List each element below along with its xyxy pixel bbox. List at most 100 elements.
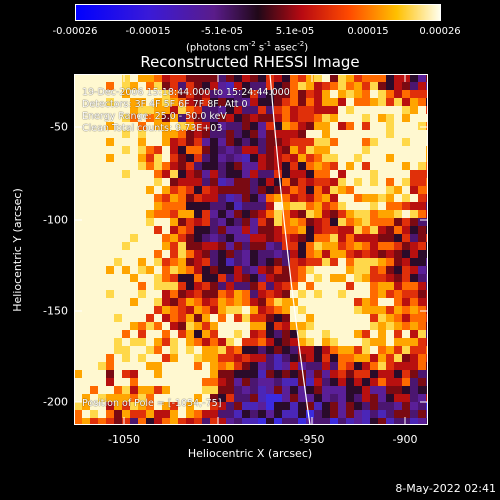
map-cell [170, 194, 178, 202]
map-cell [106, 338, 114, 346]
map-cell [178, 330, 186, 338]
map-cell [322, 418, 330, 425]
map-cell [274, 266, 282, 274]
map-cell [378, 290, 386, 298]
map-cell [306, 146, 314, 154]
map-cell [258, 282, 266, 290]
map-cell [298, 418, 306, 425]
map-cell [362, 274, 370, 282]
map-cell [162, 90, 170, 98]
map-cell [162, 362, 170, 370]
map-cell [274, 106, 282, 114]
map-cell [226, 290, 234, 298]
map-cell [226, 274, 234, 282]
map-cell [218, 370, 226, 378]
map-cell [306, 138, 314, 146]
map-cell [170, 250, 178, 258]
map-cell [114, 346, 122, 354]
map-cell [162, 130, 170, 138]
map-cell [314, 266, 322, 274]
map-cell [370, 82, 378, 90]
map-cell [402, 98, 410, 106]
map-cell [122, 90, 130, 98]
map-cell [234, 266, 242, 274]
map-cell [82, 90, 90, 98]
map-cell [402, 226, 410, 234]
map-cell [362, 258, 370, 266]
map-cell [122, 330, 130, 338]
map-cell [322, 306, 330, 314]
map-cell [314, 210, 322, 218]
map-cell [186, 130, 194, 138]
map-cell [298, 322, 306, 330]
map-cell [130, 210, 138, 218]
map-cell [346, 410, 354, 418]
map-cell [218, 266, 226, 274]
map-cell [290, 122, 298, 130]
map-cell [210, 362, 218, 370]
map-cell [298, 290, 306, 298]
map-cell [154, 130, 162, 138]
map-cell [162, 114, 170, 122]
map-cell [410, 378, 418, 386]
map-cell [82, 370, 90, 378]
map-cell [394, 82, 402, 90]
map-cell [74, 274, 82, 282]
map-cell [122, 98, 130, 106]
map-cell [162, 386, 170, 394]
map-cell [386, 378, 394, 386]
map-cell [306, 242, 314, 250]
map-cell [346, 306, 354, 314]
map-cell [130, 282, 138, 290]
map-cell [138, 74, 146, 82]
map-cell [322, 202, 330, 210]
map-cell [378, 346, 386, 354]
map-cell [186, 226, 194, 234]
map-cell [90, 266, 98, 274]
map-cell [146, 82, 154, 90]
map-cell [210, 378, 218, 386]
map-cell [402, 130, 410, 138]
map-cell [250, 298, 258, 306]
map-cell [202, 306, 210, 314]
map-cell [402, 122, 410, 130]
map-cell [394, 210, 402, 218]
map-cell [274, 170, 282, 178]
map-cell [162, 122, 170, 130]
map-cell [354, 306, 362, 314]
map-cell [82, 418, 90, 425]
map-cell [266, 226, 274, 234]
map-cell [154, 306, 162, 314]
map-cell [226, 410, 234, 418]
map-cell [74, 130, 82, 138]
map-cell [202, 242, 210, 250]
map-cell [138, 306, 146, 314]
map-cell [346, 250, 354, 258]
map-cell [330, 346, 338, 354]
map-cell [354, 130, 362, 138]
map-cell [410, 258, 418, 266]
map-cell [250, 330, 258, 338]
map-cell [90, 122, 98, 130]
map-cell [402, 378, 410, 386]
map-cell [346, 314, 354, 322]
map-cell [146, 202, 154, 210]
map-cell [410, 162, 418, 170]
map-cell [226, 346, 234, 354]
map-cell [218, 122, 226, 130]
map-cell [338, 226, 346, 234]
map-cell [370, 122, 378, 130]
map-cell [258, 394, 266, 402]
map-cell [282, 154, 290, 162]
map-cell [418, 210, 426, 218]
map-cell [194, 114, 202, 122]
map-cell [314, 162, 322, 170]
map-cell [258, 330, 266, 338]
map-cell [418, 162, 426, 170]
map-cell [82, 138, 90, 146]
map-cell [290, 74, 298, 82]
map-cell [234, 274, 242, 282]
map-cell [130, 162, 138, 170]
map-cell [362, 250, 370, 258]
map-cell [266, 130, 274, 138]
